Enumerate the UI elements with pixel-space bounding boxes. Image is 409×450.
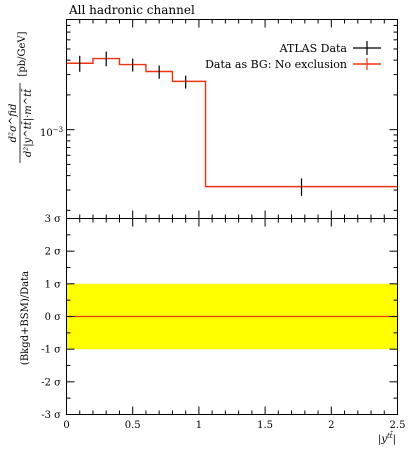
main-ylabel-den: d²|y^tt̄|·m^tt̄ (22, 88, 34, 157)
ratio-y-tick-label: 3 σ (45, 214, 62, 225)
main-x-ticks (66, 19, 398, 219)
ratio-y-tick-label: 1 σ (45, 279, 62, 290)
ratio-y-axis-label: (Bkgd+BSM)/Data (20, 271, 31, 365)
main-plot-frame (66, 19, 398, 219)
main-ylabel-unit: [pb/GeV] (17, 31, 28, 76)
ratio-x-axis-label: |ytt̄| (378, 430, 396, 445)
ratio-x-tick-label: 2 (328, 420, 334, 431)
ratio-y-tick-label: -2 σ (41, 377, 61, 388)
legend: ATLAS Data Data as BG: No exclusion (205, 41, 381, 71)
ratio-x-tick-label: 1 (196, 420, 202, 431)
main-y-tick-label: 10−3 (40, 126, 63, 139)
ratio-x-tick-label: 0.5 (125, 420, 141, 431)
main-ylabel-num: d²σ^fid (8, 104, 19, 143)
ratio-x-tick-label: 2.5 (390, 420, 406, 431)
ratio-y-tick-labels: 3 σ 2 σ 1 σ 0 σ -1 σ -2 σ -3 σ (41, 214, 61, 421)
ratio-y-tick-label: 0 σ (45, 312, 62, 323)
step-histogram-data-as-bg (66, 57, 398, 188)
main-y-axis-label: d²σ^fid d²|y^tt̄|·m^tt̄ [pb/GeV] (8, 31, 34, 163)
ratio-y-ticks (66, 218, 398, 415)
ratio-x-tick-label: 0 (63, 420, 69, 431)
legend-entry-atlas-data: ATLAS Data (279, 42, 348, 55)
main-y-ticks (66, 24, 398, 211)
ratio-y-tick-label: -1 σ (41, 345, 61, 356)
ratio-x-ticks (66, 218, 398, 415)
ratio-y-tick-label: -3 σ (41, 410, 61, 421)
ratio-y-tick-label: 2 σ (45, 247, 62, 258)
legend-entry-data-as-bg: Data as BG: No exclusion (205, 58, 347, 71)
ratio-x-tick-label: 1.5 (257, 420, 273, 431)
ratio-x-tick-labels: 0 0.5 1 1.5 2 2.5 (63, 420, 405, 431)
chart-title: All hadronic channel (69, 3, 195, 17)
main-series-layer (66, 51, 398, 196)
